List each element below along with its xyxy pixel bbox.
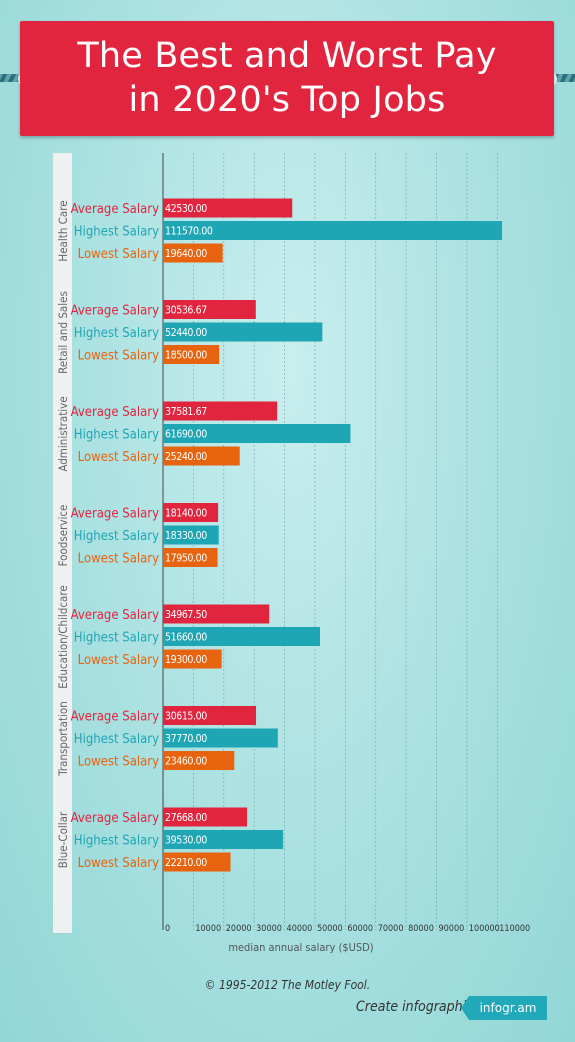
data-label: 34967.50 [165,609,207,621]
category-label-retail-and-sales: Retail and Sales [56,291,70,374]
series-label-highest-salary: Highest Salary [74,428,159,443]
bar-highest-salary [163,627,320,646]
series-label-lowest-salary: Lowest Salary [78,856,159,871]
bar-highest-salary [163,830,284,849]
copyright-text: © 1995-2012 The Motley Fool. [204,978,371,992]
bar-average-salary [163,300,256,319]
x-tick-label: 110000 [499,924,530,934]
category-panel [53,153,72,933]
series-label-average-salary: Average Salary [71,608,159,623]
bar-highest-salary [163,424,351,443]
x-tick-label: 20000 [226,924,252,934]
series-label-highest-salary: Highest Salary [74,732,159,747]
series-label-average-salary: Average Salary [71,710,159,725]
data-label: 39530.00 [165,835,207,847]
series-label-lowest-salary: Lowest Salary [78,653,159,668]
series-label-lowest-salary: Lowest Salary [78,450,159,465]
category-label-foodservice: Foodservice [56,505,70,567]
bar-average-salary [163,401,278,421]
data-label: 52440.00 [165,327,207,339]
series-label-average-salary: Average Salary [71,811,159,826]
data-label: 17950.00 [165,553,207,565]
x-axis-label: median annual salary ($USD) [228,941,373,954]
bar-highest-salary [163,728,278,748]
data-label: 22210.00 [165,857,207,869]
x-tick-label: 30000 [256,924,282,934]
data-label: 18140.00 [165,508,207,520]
series-label-average-salary: Average Salary [71,405,159,420]
title-line-1: The Best and Worst Pay [77,36,497,76]
series-label-lowest-salary: Lowest Salary [78,247,159,262]
data-label: 25240.00 [165,451,207,463]
series-label-highest-salary: Highest Salary [74,529,159,544]
series-label-highest-salary: Highest Salary [74,834,159,849]
bar-lowest-salary [163,345,220,364]
data-label: 30615.00 [165,711,207,723]
category-label-education-childcare: Education/Childcare [56,585,70,689]
bar-lowest-salary [163,446,240,466]
series-label-average-salary: Average Salary [71,202,159,217]
category-label-blue-collar: Blue-Collar [56,811,70,868]
bar-lowest-salary [163,548,218,567]
bar-lowest-salary [163,852,231,872]
bar-lowest-salary [163,649,222,669]
data-label: 51660.00 [165,632,207,644]
x-tick-label: 60000 [347,924,373,934]
data-label: 19300.00 [165,654,207,666]
data-label: 111570.00 [165,226,213,238]
title-banner: The Best and Worst Pay in 2020's Top Job… [20,21,554,136]
x-tick-label: 10000 [195,924,221,934]
title-line-2: in 2020's Top Jobs [128,80,446,120]
data-label: 30536.67 [165,305,207,317]
x-tick-label: 0 [165,924,170,934]
x-tick-label: 100000 [469,924,500,934]
x-tick-label: 90000 [439,924,465,934]
series-label-highest-salary: Highest Salary [74,631,159,646]
series-label-highest-salary: Highest Salary [74,326,159,341]
bar-highest-salary [163,322,323,342]
bar-average-salary [163,706,257,725]
data-label: 37581.67 [165,406,207,418]
category-label-health-care: Health Care [56,200,70,261]
data-label: 23460.00 [165,756,207,768]
series-label-lowest-salary: Lowest Salary [78,349,159,364]
data-label: 18330.00 [165,530,207,542]
series-label-lowest-salary: Lowest Salary [78,755,159,770]
data-label: 18500.00 [165,350,207,362]
bar-average-salary [163,807,248,827]
bar-lowest-salary [163,751,235,770]
bar-lowest-salary [163,243,223,263]
series-label-average-salary: Average Salary [71,507,159,522]
category-label-transportation: Transportation [56,701,70,777]
bar-highest-salary [163,525,219,545]
data-label: 42530.00 [165,203,207,215]
category-label-administrative: Administrative [56,396,70,471]
bar-average-salary [163,503,219,522]
series-label-highest-salary: Highest Salary [74,225,159,240]
infogram-logo[interactable]: infogr.am [461,996,547,1020]
x-tick-label: 50000 [317,924,343,934]
x-tick-label: 80000 [408,924,434,934]
series-label-average-salary: Average Salary [71,304,159,319]
data-label: 61690.00 [165,429,207,441]
bar-highest-salary [163,221,503,240]
bar-average-salary [163,198,293,218]
bar-average-salary [163,604,270,624]
create-infographics-link[interactable]: Create infographics [356,999,480,1015]
data-label: 27668.00 [165,812,207,824]
x-tick-label: 40000 [287,924,313,934]
x-tick-label: 70000 [378,924,404,934]
series-label-lowest-salary: Lowest Salary [78,552,159,567]
data-label: 37770.00 [165,733,207,745]
data-label: 19640.00 [165,248,207,260]
